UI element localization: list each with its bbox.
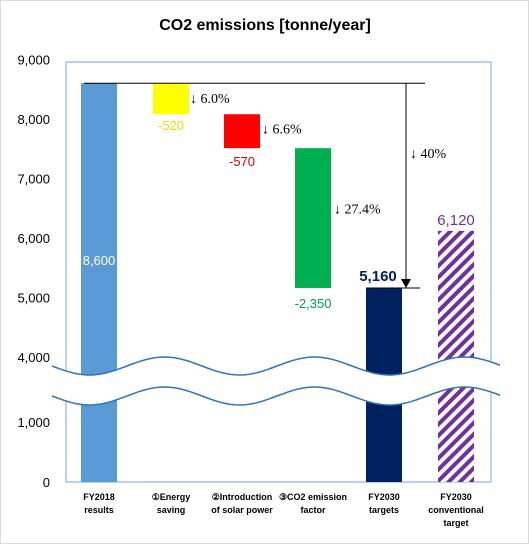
x-tick-label: ③CO2 emission	[279, 492, 347, 502]
y-tick-label: 6,000	[17, 231, 50, 246]
y-tick-label: 7,000	[17, 172, 50, 187]
bar-solar	[224, 114, 260, 149]
y-tick-label: 8,000	[17, 112, 50, 127]
y-tick-label: 9,000	[17, 53, 50, 68]
x-tick-label: FY2030	[368, 492, 400, 502]
x-tick-label: target	[443, 518, 468, 528]
x-tick-label: saving	[157, 505, 186, 515]
axis-break-line-top	[51, 356, 501, 376]
x-tick-label: ②Introduction	[212, 492, 273, 502]
data-label-solar: -570	[229, 154, 255, 169]
bar-factor	[295, 148, 331, 288]
data-label-fy2030: 5,160	[359, 268, 397, 285]
data-label-factor: -2,350	[295, 296, 332, 311]
x-tick-label: ①Energy	[152, 492, 191, 502]
x-tick-label: conventional	[428, 505, 484, 515]
bar-energy	[153, 83, 189, 115]
pct-label-solar: ↓ 6.6%	[262, 123, 302, 138]
x-tick-label: factor	[300, 505, 326, 515]
total-reduction-arrowhead	[401, 278, 411, 288]
data-label-energy: -520	[158, 118, 184, 133]
chart-title: CO2 emissions [tonne/year]	[159, 17, 371, 34]
pct-label-factor: ↓ 27.4%	[334, 202, 381, 217]
data-label-conventional: 6,120	[437, 212, 475, 229]
axis-break-line-bottom	[51, 386, 501, 406]
x-tick-label: results	[84, 505, 114, 515]
data-label-fy2018: 8,600	[83, 253, 116, 268]
x-tick-label: FY2018	[83, 492, 115, 502]
axis-break-band	[52, 357, 500, 405]
plot-area	[65, 61, 492, 483]
y-tick-label: 5,000	[17, 291, 50, 306]
y-tick-label: 1,000	[17, 415, 50, 430]
bar-fy2018	[81, 83, 117, 483]
x-tick-label: targets	[369, 505, 399, 515]
x-tick-label: FY2030	[440, 492, 472, 502]
pct-label-energy: ↓ 6.0%	[190, 92, 230, 107]
y-tick-label: 0	[43, 475, 50, 490]
pct-label-total: ↓ 40%	[410, 147, 447, 162]
x-tick-label: of solar power	[211, 505, 273, 515]
y-tick-label: 4,000	[17, 350, 50, 365]
